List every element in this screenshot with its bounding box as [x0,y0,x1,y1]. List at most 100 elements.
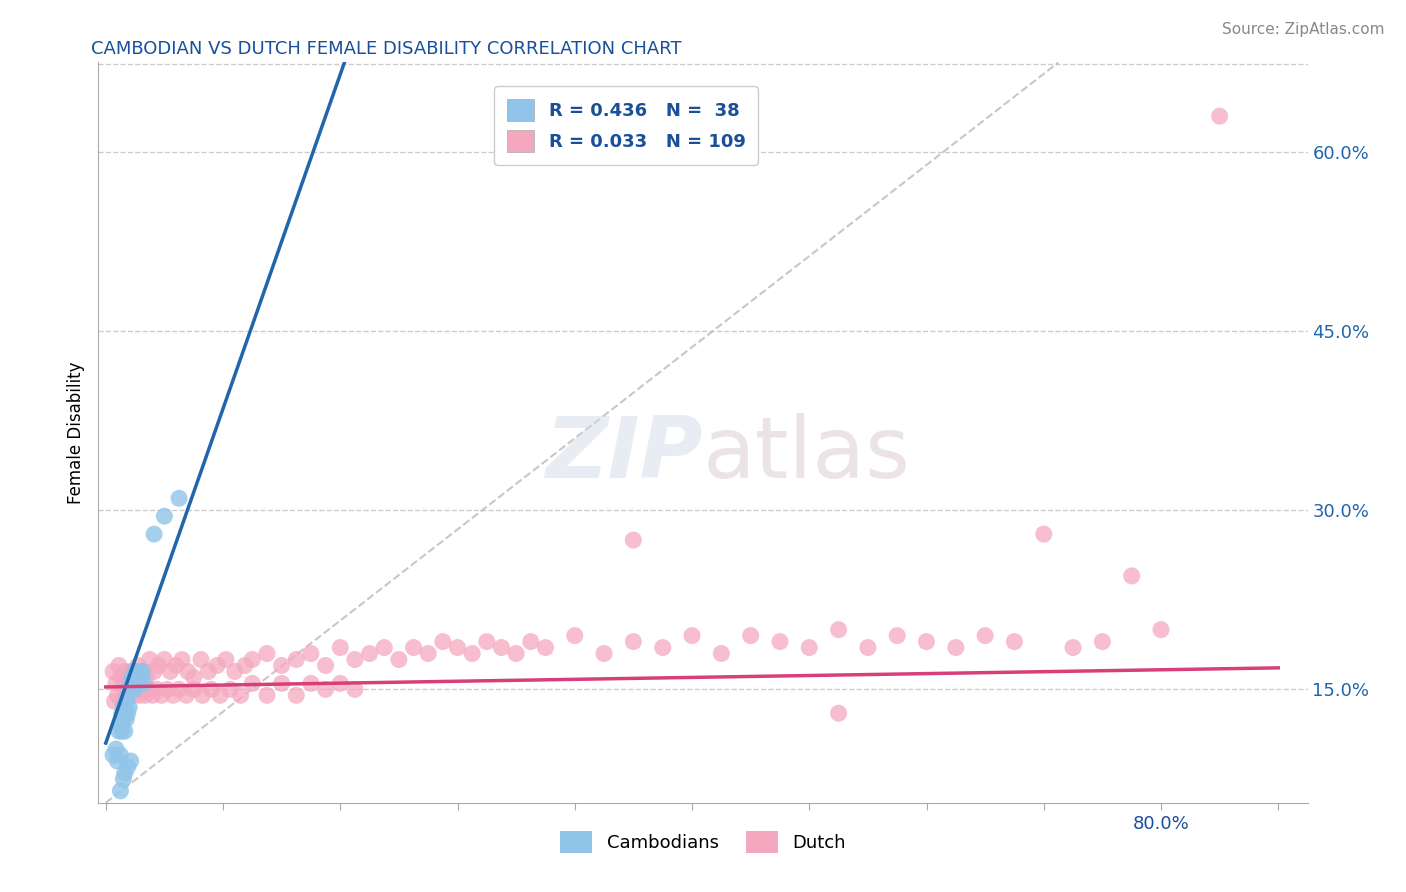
Point [107,754,129,768]
Point [125,676,148,690]
Point [1004,634,1026,648]
Point [142,689,165,703]
Point [224,665,246,679]
Point [117,689,139,703]
Point [110,718,132,732]
Point [129,670,152,684]
Point [112,772,135,786]
Point [197,665,219,679]
Point [129,676,152,690]
Point [128,665,150,679]
Point [1091,634,1114,648]
Point [110,747,132,762]
Point [329,676,352,690]
Point [190,652,212,666]
Point [120,682,142,697]
Point [621,634,644,648]
Point [110,784,132,798]
Point [299,676,322,690]
Point [299,647,322,661]
Point [111,706,134,721]
Point [915,634,938,648]
Point [343,652,366,666]
Point [1208,109,1230,123]
Point [388,652,411,666]
Point [176,689,198,703]
Point [219,682,242,697]
Point [329,640,352,655]
Point [256,689,278,703]
Point [270,658,292,673]
Point [402,640,425,655]
Point [134,689,156,703]
Point [1062,640,1084,655]
Point [115,694,138,708]
Point [143,527,166,541]
Point [135,670,157,684]
Point [131,682,153,697]
Point [1121,569,1143,583]
Point [117,676,139,690]
Point [118,670,141,684]
Point [131,665,153,679]
Point [256,647,278,661]
Point [132,676,155,690]
Point [128,689,150,703]
Point [170,652,193,666]
Point [105,676,128,690]
Point [215,652,238,666]
Point [122,676,145,690]
Point [124,682,146,697]
Point [101,747,124,762]
Point [121,682,143,697]
Point [491,640,513,655]
Point [769,634,792,648]
Point [117,689,139,703]
Point [343,682,366,697]
Point [124,665,146,679]
Point [856,640,879,655]
Point [240,652,263,666]
Point [505,647,527,661]
Point [108,724,131,739]
Point [740,629,762,643]
Point [156,682,179,697]
Point [101,665,124,679]
Point [534,640,557,655]
Point [183,682,205,697]
Point [315,682,337,697]
Point [153,652,176,666]
Point [162,689,184,703]
Point [974,629,997,643]
Point [177,665,200,679]
Point [651,640,673,655]
Point [110,670,132,684]
Point [115,670,138,684]
Point [121,682,143,697]
Point [1032,527,1054,541]
Point [827,623,849,637]
Point [114,665,136,679]
Point [827,706,849,721]
Point [799,640,821,655]
Point [167,682,190,697]
Point [118,700,141,714]
Point [886,629,908,643]
Point [285,652,308,666]
Point [108,658,131,673]
Y-axis label: Female Disability: Female Disability [66,361,84,504]
Point [112,676,135,690]
Point [127,670,149,684]
Point [200,682,222,697]
Point [165,658,187,673]
Point [114,766,136,780]
Point [117,760,139,774]
Text: ZIP: ZIP [546,413,703,496]
Point [114,724,136,739]
Point [240,676,263,690]
Point [118,682,141,697]
Point [122,689,145,703]
Text: Source: ZipAtlas.com: Source: ZipAtlas.com [1222,22,1385,37]
Point [621,533,644,547]
Point [111,724,134,739]
